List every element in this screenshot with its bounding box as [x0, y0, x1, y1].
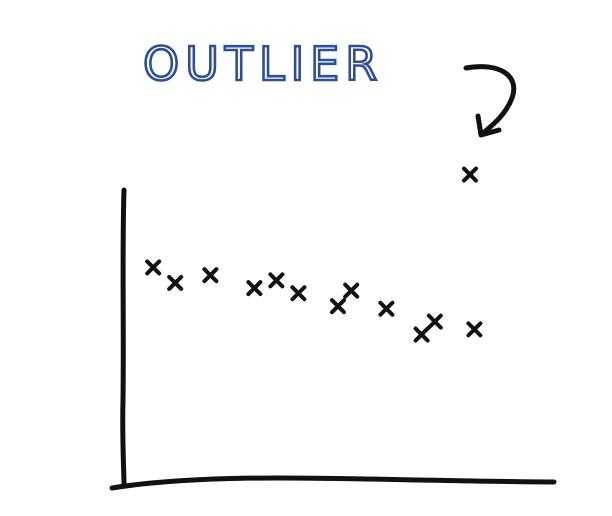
data-point	[145, 259, 162, 276]
data-point	[330, 298, 346, 315]
data-point	[246, 280, 263, 297]
data-point	[378, 300, 395, 317]
data-point	[202, 267, 219, 284]
annotation-arrow	[463, 64, 517, 137]
data-point	[290, 285, 307, 302]
data-point	[268, 272, 285, 289]
annotation-arrowhead	[475, 113, 502, 138]
data-point	[466, 321, 483, 338]
data-point	[167, 274, 184, 291]
data-point	[343, 282, 360, 299]
y-axis	[120, 187, 127, 489]
outlier-point	[462, 166, 478, 183]
outlier-label: OUTLIER	[143, 37, 383, 91]
scatter-points	[145, 166, 483, 343]
x-axis	[109, 475, 557, 491]
data-point	[413, 326, 430, 343]
data-point	[426, 313, 443, 330]
